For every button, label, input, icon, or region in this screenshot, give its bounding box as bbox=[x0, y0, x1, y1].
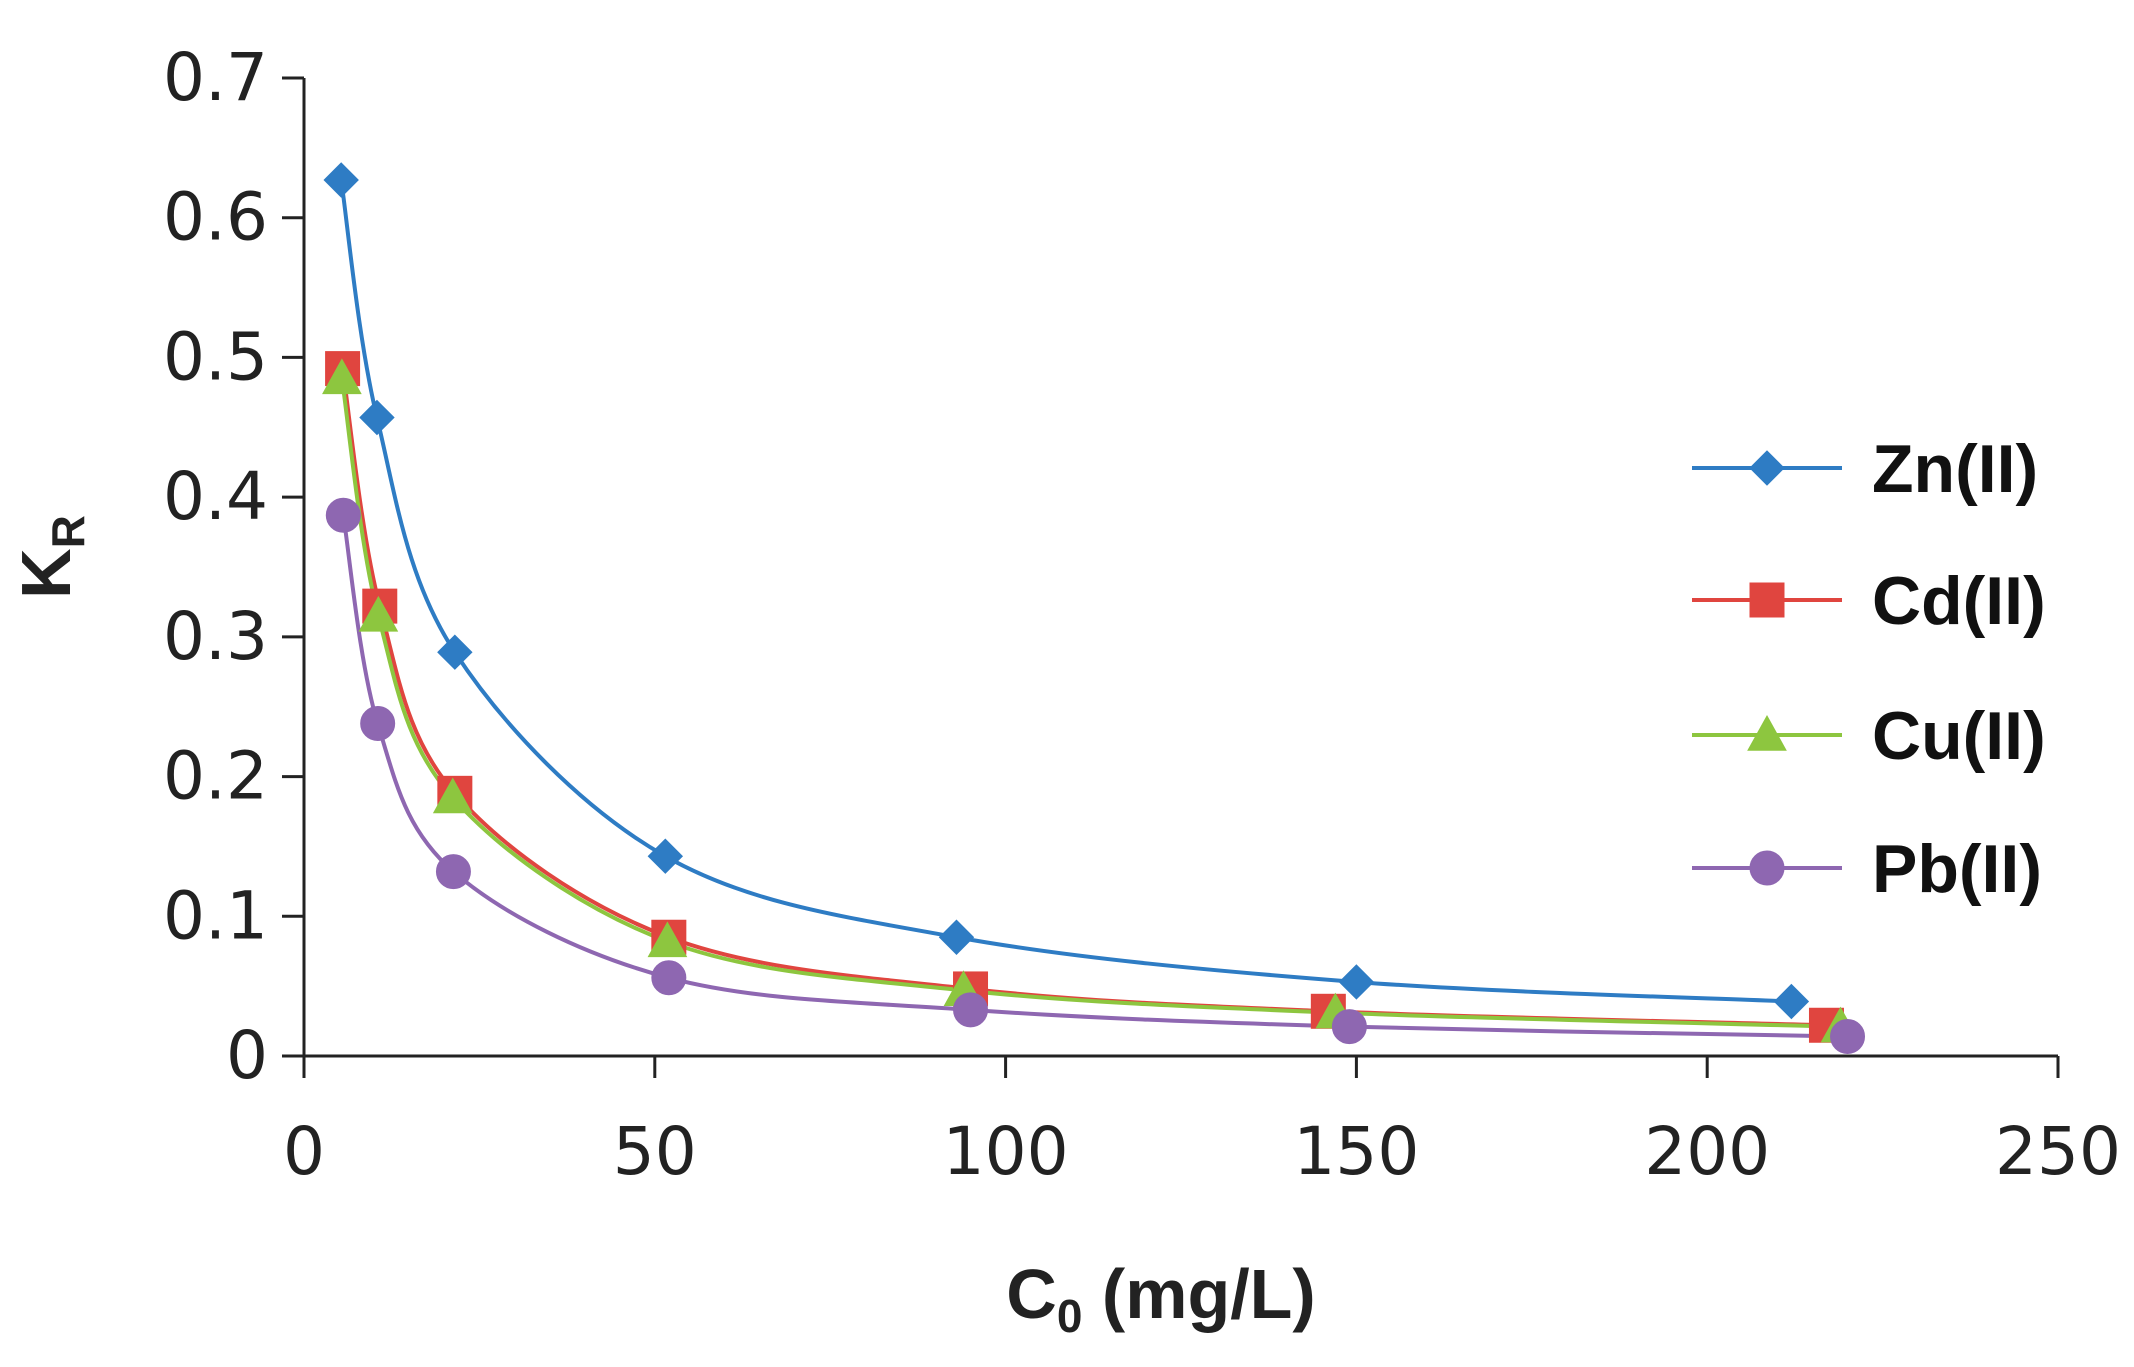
data-point-pbii bbox=[435, 854, 471, 890]
legend-marker-znii bbox=[1749, 450, 1785, 486]
x-tick-label: 200 bbox=[1644, 1113, 1770, 1190]
legend-marker-cdii bbox=[1749, 582, 1785, 618]
x-tick-label: 150 bbox=[1293, 1113, 1419, 1190]
data-point-pbii bbox=[953, 992, 989, 1028]
legend-label-cuii: Cu(II) bbox=[1872, 698, 2046, 774]
y-tick-label: 0.3 bbox=[163, 598, 268, 675]
y-axis-title: KR bbox=[7, 515, 94, 599]
x-axis-title-sub: 0 bbox=[1057, 1290, 1083, 1342]
y-tick-label: 0.1 bbox=[163, 877, 268, 954]
x-tick-label: 0 bbox=[283, 1113, 325, 1190]
series-curves bbox=[339, 179, 1848, 1039]
y-tick-label: 0.5 bbox=[163, 318, 268, 395]
x-axis-title-rest: (mg/L) bbox=[1082, 1255, 1315, 1333]
data-point-pbii bbox=[1331, 1009, 1367, 1045]
data-point-znii bbox=[647, 838, 684, 874]
data-point-cuii bbox=[358, 595, 399, 632]
data-point-znii bbox=[437, 634, 473, 670]
y-tick-label: 0.6 bbox=[163, 179, 268, 256]
data-point-pbii bbox=[325, 497, 361, 533]
series-line-cuii bbox=[339, 378, 1841, 1029]
data-point-cuii bbox=[322, 358, 362, 395]
legend-marker-pbii bbox=[1749, 850, 1785, 886]
data-point-pbii bbox=[651, 960, 687, 996]
series-markers bbox=[322, 162, 1866, 1054]
x-ticks: 0 50 100 150 200 250 bbox=[283, 1056, 2121, 1190]
legend-marker-cuii bbox=[1747, 714, 1787, 751]
data-point-znii bbox=[1338, 964, 1375, 1000]
series-line-cdii bbox=[340, 368, 1827, 1028]
x-tick-label: 100 bbox=[943, 1113, 1069, 1190]
data-point-pbii bbox=[1830, 1018, 1866, 1054]
data-point-znii bbox=[1773, 983, 1810, 1020]
series-line-pbii bbox=[341, 514, 1848, 1039]
x-axis-title-main: C bbox=[1006, 1255, 1057, 1333]
legend-label-znii: Zn(II) bbox=[1872, 431, 2038, 507]
x-tick-label: 250 bbox=[1995, 1113, 2121, 1190]
y-ticks: 0 0.1 0.2 0.3 0.4 0.5 0.6 0.7 bbox=[163, 39, 304, 1094]
legend: Zn(II) Cd(II) Cu(II) Pb(II) bbox=[1692, 431, 2046, 907]
y-axis-title-main: K bbox=[7, 548, 85, 599]
x-axis-title: C0 (mg/L) bbox=[1006, 1255, 1315, 1342]
y-axis-title-sub: R bbox=[42, 515, 94, 548]
y-tick-label: 0.7 bbox=[163, 39, 268, 116]
legend-label-cdii: Cd(II) bbox=[1872, 563, 2046, 639]
x-tick-label: 50 bbox=[613, 1113, 697, 1190]
data-point-cuii bbox=[432, 777, 473, 814]
data-point-znii bbox=[359, 399, 395, 436]
data-point-znii bbox=[323, 162, 359, 198]
legend-label-pbii: Pb(II) bbox=[1872, 831, 2042, 907]
axes bbox=[302, 78, 2058, 1058]
data-point-cuii bbox=[647, 921, 688, 958]
y-tick-label: 0.4 bbox=[163, 458, 268, 535]
data-point-pbii bbox=[360, 705, 396, 741]
y-tick-label: 0.2 bbox=[163, 738, 268, 815]
series-line-znii bbox=[339, 179, 1792, 1004]
y-tick-label: 0 bbox=[226, 1017, 268, 1094]
data-point-znii bbox=[938, 919, 975, 955]
